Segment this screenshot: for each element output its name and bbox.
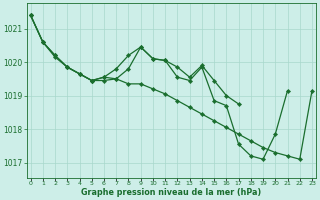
X-axis label: Graphe pression niveau de la mer (hPa): Graphe pression niveau de la mer (hPa) bbox=[81, 188, 261, 197]
